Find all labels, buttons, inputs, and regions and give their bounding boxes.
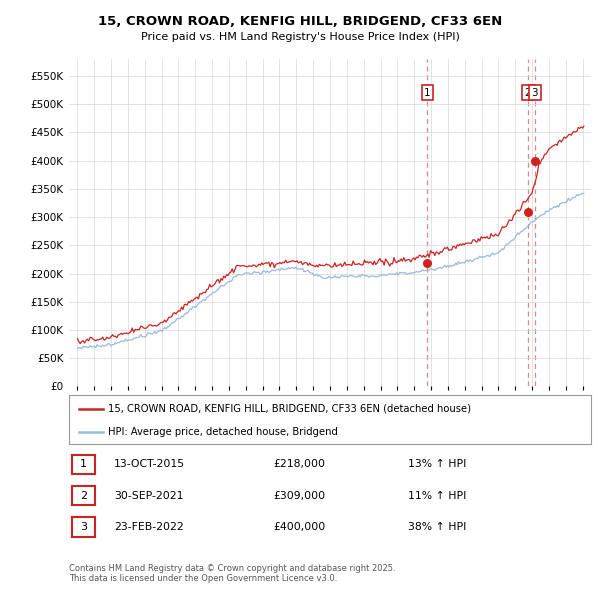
Text: 15, CROWN ROAD, KENFIG HILL, BRIDGEND, CF33 6EN: 15, CROWN ROAD, KENFIG HILL, BRIDGEND, C… [98,15,502,28]
Text: 38% ↑ HPI: 38% ↑ HPI [408,522,466,532]
Text: 30-SEP-2021: 30-SEP-2021 [114,491,184,500]
Text: 11% ↑ HPI: 11% ↑ HPI [408,491,466,500]
Text: £400,000: £400,000 [273,522,325,532]
Text: 1: 1 [80,460,87,469]
Text: 1: 1 [424,88,431,98]
Text: 15, CROWN ROAD, KENFIG HILL, BRIDGEND, CF33 6EN (detached house): 15, CROWN ROAD, KENFIG HILL, BRIDGEND, C… [108,404,471,414]
Text: 3: 3 [531,88,538,98]
Text: Contains HM Land Registry data © Crown copyright and database right 2025.
This d: Contains HM Land Registry data © Crown c… [69,563,395,583]
Text: 2: 2 [524,88,531,98]
Text: Price paid vs. HM Land Registry's House Price Index (HPI): Price paid vs. HM Land Registry's House … [140,32,460,42]
Text: 3: 3 [80,522,87,532]
Text: 13% ↑ HPI: 13% ↑ HPI [408,460,466,469]
Text: 2: 2 [80,491,87,500]
Text: 13-OCT-2015: 13-OCT-2015 [114,460,185,469]
Text: 23-FEB-2022: 23-FEB-2022 [114,522,184,532]
Text: £309,000: £309,000 [273,491,325,500]
Text: HPI: Average price, detached house, Bridgend: HPI: Average price, detached house, Brid… [108,427,338,437]
Text: £218,000: £218,000 [273,460,325,469]
